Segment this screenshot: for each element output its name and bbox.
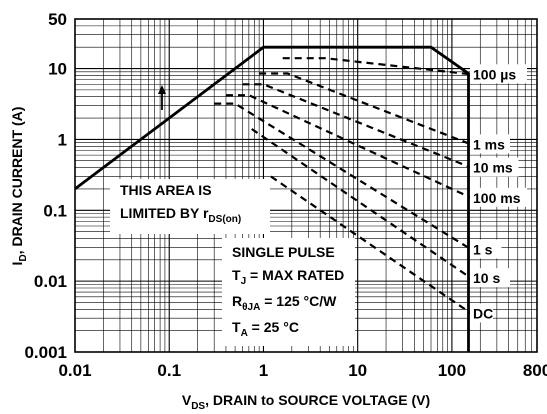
- x-tick-label: 800: [523, 361, 547, 380]
- series-label-1-s: 1 s: [473, 241, 493, 257]
- series-line-DC: [270, 175, 472, 315]
- series-label-bg: [470, 64, 527, 84]
- series-label-1-ms: 1 ms: [473, 136, 505, 152]
- y-tick-label: 10: [48, 60, 67, 79]
- y-tick-label: 50: [48, 10, 67, 29]
- series-line-10-ms: [242, 83, 472, 169]
- series-label-bg: [470, 134, 510, 154]
- area-note-box: [110, 179, 270, 234]
- cond-line4: TA = 25 °C: [232, 319, 299, 339]
- series-lines: 100 µs 1 ms 10 ms 100 ms 1 s 10 s DC: [74, 45, 527, 352]
- y-tick-label: 0.001: [24, 343, 67, 362]
- area-note-line2-text: LIMITED BY r: [120, 205, 209, 221]
- x-tick-label: 100: [438, 361, 466, 380]
- x-tick-label: 0.1: [157, 361, 181, 380]
- cond-line1: SINGLE PULSE: [232, 244, 335, 260]
- x-tick-label: 10: [348, 361, 367, 380]
- x-tick-label: 0.01: [58, 361, 91, 380]
- area-note-line2: LIMITED BY rDS(on): [120, 205, 241, 225]
- y-axis-label: ID, DRAIN CURRENT (A): [9, 107, 29, 266]
- series-line-100-ms: [226, 94, 472, 199]
- series-label-bg: [470, 157, 519, 177]
- series-line-1-s: [214, 102, 472, 251]
- series-line-100-µs: [282, 57, 472, 76]
- series-line-1-ms: [259, 72, 472, 146]
- area-note-line2-sub: DS(on): [208, 214, 241, 225]
- y-tick-label: 0.1: [43, 201, 67, 220]
- y-tick-label: 1: [58, 130, 67, 149]
- conditions-box: [222, 238, 355, 346]
- series-label-10-s: 10 s: [473, 270, 500, 286]
- soa-envelope-line: [74, 45, 470, 352]
- cond-line2: TJ = MAX RATED: [232, 267, 344, 287]
- area-note-line1: THIS AREA IS: [120, 182, 212, 198]
- series-line-10-s: [251, 128, 472, 280]
- x-axis-label: VDS, DRAIN to SOURCE VOLTAGE (V): [182, 392, 430, 412]
- plot-frame: [74, 18, 538, 353]
- y-tick-label: 0.01: [34, 272, 67, 291]
- series-label-100-µs: 100 µs: [473, 66, 516, 82]
- series-label-bg: [470, 187, 527, 207]
- series-label-DC: DC: [473, 305, 493, 321]
- series-label-100-ms: 100 ms: [473, 190, 521, 206]
- limit-arrow: [158, 85, 166, 110]
- series-label-10-ms: 10 ms: [473, 160, 513, 176]
- series-label-bg: [470, 239, 502, 259]
- series-label-bg: [470, 268, 510, 288]
- x-tick-label: 1: [259, 361, 268, 380]
- cond-line3: RθJA = 125 °C/W: [232, 293, 337, 313]
- series-label-bg: [470, 303, 493, 323]
